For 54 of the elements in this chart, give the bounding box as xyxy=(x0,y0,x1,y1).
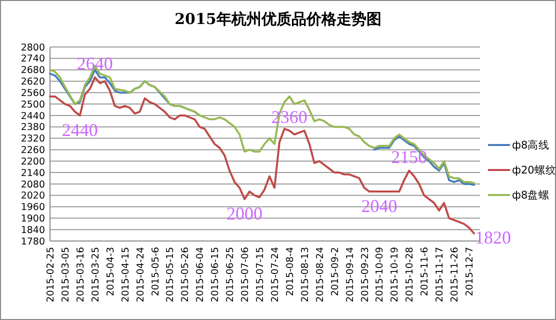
y-tick-label: 2620 xyxy=(20,76,45,88)
x-tick-label: 2015-05-15 xyxy=(165,247,176,302)
y-tick-label: 2200 xyxy=(20,156,45,168)
legend-label: ф8盘螺 xyxy=(512,188,550,202)
x-tick-label: 2015-04-15 xyxy=(120,247,132,302)
y-tick-label: 2800 xyxy=(20,42,45,54)
y-tick-label: 2440 xyxy=(20,110,45,122)
annotation: 2640 xyxy=(76,54,113,74)
x-tick-label: 2015-05-26 xyxy=(180,247,192,302)
x-tick-label: 2015-06-15 xyxy=(210,247,222,302)
x-tick-label: 2015-11-6 xyxy=(420,247,431,296)
x-tick-label: 2015-07-24 xyxy=(270,247,281,302)
chart-title: 2015年杭州优质品价格走势图 xyxy=(174,10,382,28)
y-tick-label: 1780 xyxy=(20,236,45,248)
y-tick-label: 1960 xyxy=(20,202,45,214)
x-tick-label: 2015-05-6 xyxy=(150,247,162,296)
x-tick-label: 2015-11-26 xyxy=(450,247,461,302)
x-tick-label: 2015-02-25 xyxy=(46,247,56,302)
y-tick-label: 2380 xyxy=(20,122,45,134)
x-tick-label: 2015-11-17 xyxy=(434,247,446,302)
y-tick-label: 1900 xyxy=(20,214,45,224)
y-tick-label: 1840 xyxy=(20,224,45,236)
x-tick-label: 2015-09-23 xyxy=(360,247,371,302)
y-tick-label: 2260 xyxy=(20,145,45,156)
x-tick-label: 2015-03-16 xyxy=(75,247,86,302)
x-tick-label: 2015-08-4 xyxy=(284,247,296,296)
x-tick-label: 2015-03-25 xyxy=(90,247,102,302)
legend-label: ф8高线 xyxy=(512,138,550,152)
y-tick-label: 2740 xyxy=(20,54,45,65)
y-tick-label: 2560 xyxy=(20,88,45,99)
x-tick-label: 2015-03-05 xyxy=(60,247,72,302)
y-tick-label: 2020 xyxy=(20,190,45,202)
annotation: 1820 xyxy=(475,228,512,248)
x-tick-label: 2015-10-09 xyxy=(374,247,386,302)
x-tick-label: 2015-07-06 xyxy=(240,247,252,302)
x-tick-label: 2015-12-7 xyxy=(464,247,476,296)
x-tick-label: 2015-09-14 xyxy=(344,247,356,302)
x-tick-label: 2015-08-13 xyxy=(300,247,311,302)
x-tick-label: 2015-09-2 xyxy=(330,247,341,296)
y-tick-label: 2080 xyxy=(20,179,45,190)
y-tick-label: 2140 xyxy=(20,168,45,179)
x-tick-label: 2015-10-28 xyxy=(404,247,416,302)
y-tick-label: 2500 xyxy=(20,99,45,110)
y-tick-label: 2320 xyxy=(20,134,45,145)
line-series xyxy=(49,76,475,234)
x-tick-label: 2015-04-24 xyxy=(135,247,146,302)
x-tick-label: 2015-06-25 xyxy=(225,247,236,302)
x-tick-label: 2015-10-19 xyxy=(390,247,401,302)
x-tick-label: 2015-08-24 xyxy=(314,247,326,302)
x-tick-label: 2015-04-3 xyxy=(105,247,116,296)
x-tick-label: 2015-07-15 xyxy=(255,247,266,302)
y-tick-label: 2680 xyxy=(20,65,45,76)
legend-label: ф20螺纹 xyxy=(512,164,556,177)
x-tick-label: 2015-06-04 xyxy=(195,247,206,302)
